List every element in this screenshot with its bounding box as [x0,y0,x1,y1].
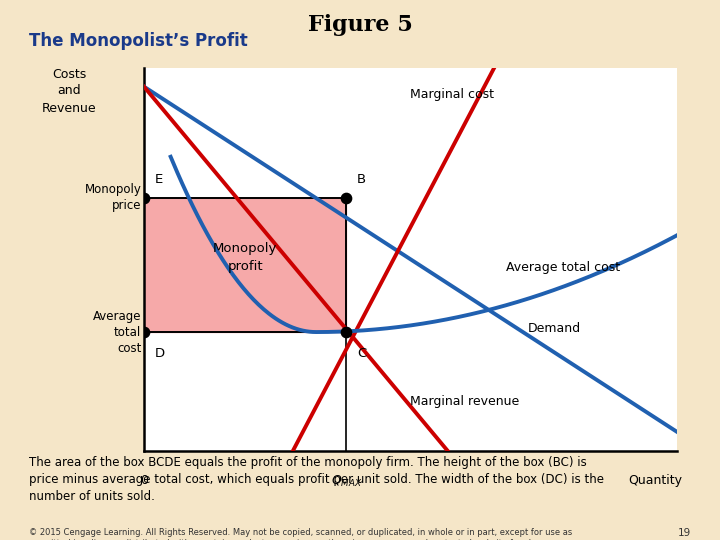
Text: Figure 5: Figure 5 [307,14,413,36]
Text: Marginal cost: Marginal cost [410,88,495,101]
Text: Costs
and
Revenue: Costs and Revenue [42,68,96,114]
Text: The Monopolist’s Profit: The Monopolist’s Profit [29,32,248,50]
Text: Demand: Demand [528,322,581,335]
Text: 0: 0 [140,474,148,487]
Point [341,328,352,336]
Text: B: B [357,173,366,186]
Text: D: D [155,347,165,360]
Point [138,193,150,202]
Point [341,193,352,202]
Text: Quantity: Quantity [628,474,682,487]
Text: $Q_{MAX}$: $Q_{MAX}$ [330,474,362,489]
Text: Average
total
cost: Average total cost [93,309,141,355]
Text: Average total cost: Average total cost [506,261,621,274]
Text: Monopoly
price: Monopoly price [84,184,141,212]
Text: Marginal revenue: Marginal revenue [410,395,520,408]
Text: © 2015 Cengage Learning. All Rights Reserved. May not be copied, scanned, or dup: © 2015 Cengage Learning. All Rights Rese… [29,528,587,540]
Text: The area of the box BCDE equals the profit of the monopoly firm. The height of t: The area of the box BCDE equals the prof… [29,456,604,503]
Text: E: E [155,173,163,186]
Text: Monopoly
profit: Monopoly profit [213,242,277,273]
Polygon shape [144,198,346,332]
Text: 19: 19 [678,528,691,538]
Text: C: C [357,347,366,360]
Point [138,328,150,336]
